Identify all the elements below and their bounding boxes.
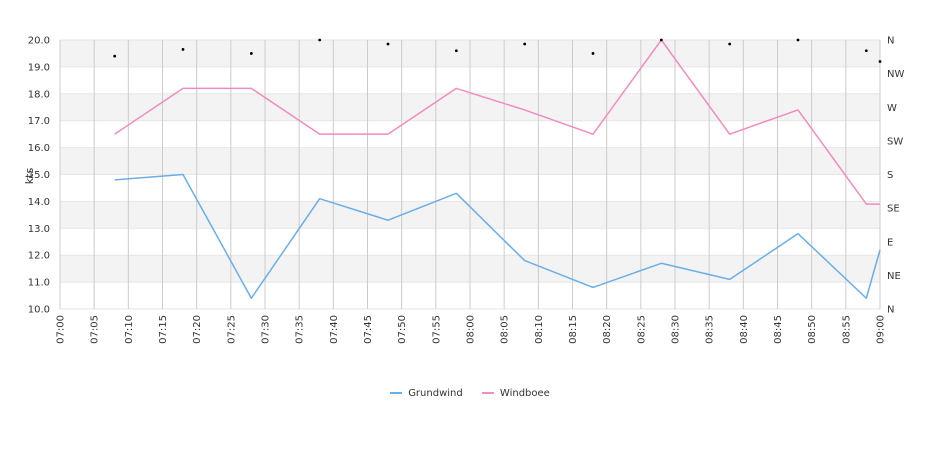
y-tick-label: 15.0: [28, 170, 50, 181]
direction-point: [454, 49, 458, 53]
y2-tick-label: S: [887, 170, 893, 181]
y-tick-label: 11.0: [28, 278, 50, 289]
legend-label-windboee: Windboee: [499, 387, 550, 399]
direction-point: [728, 42, 732, 46]
y2-tick-label: N: [887, 305, 894, 316]
x-tick-label: 07:25: [226, 315, 237, 344]
y-tick-label: 10.0: [28, 305, 50, 316]
direction-point: [523, 42, 527, 46]
x-tick-label: 08:15: [568, 315, 579, 344]
x-tick-label: 08:00: [466, 315, 477, 344]
y2-tick-label: E: [887, 237, 893, 248]
x-tick-label: 08:50: [807, 315, 818, 344]
y2-tick-label: N: [887, 36, 894, 47]
legend-swatch-grundwind: [390, 392, 403, 394]
direction-point: [386, 42, 390, 46]
direction-point: [878, 60, 882, 63]
legend-label-grundwind: Grundwind: [408, 387, 463, 399]
x-tick-label: 07:00: [56, 315, 67, 344]
vertical-gridlines: [59, 40, 881, 309]
y-tick-label: 14.0: [28, 197, 50, 208]
y-tick-label: 16.0: [28, 143, 50, 154]
direction-points: [113, 38, 882, 63]
series-line-windboee[interactable]: [114, 39, 880, 205]
x-axis-ticks: 07:00 07:05 07:10 07:15 07:20 07:25 07:30 07:35…: [56, 315, 887, 344]
y-tick-label: 18.0: [28, 89, 50, 100]
x-tick-label: 08:30: [671, 315, 682, 344]
x-tick-label: 07:55: [431, 315, 442, 344]
direction-point: [591, 52, 595, 55]
y-axis-ticks: 10.0 11.0 12.0 13.0 14.0 15.0 16.0 17.0 18.0 19.0…: [28, 36, 50, 316]
y2-tick-label: NW: [887, 69, 904, 80]
legend-item-windboee[interactable]: Windboee: [481, 387, 550, 399]
x-tick-label: 07:35: [295, 315, 306, 344]
direction-point: [318, 38, 322, 42]
x-tick-label: 08:25: [636, 315, 647, 344]
direction-point: [864, 49, 868, 53]
y2-tick-label: NE: [887, 271, 901, 282]
legend-item-grundwind[interactable]: Grundwind: [390, 388, 463, 399]
y2-tick-label: SW: [887, 136, 903, 147]
x-tick-label: 07:50: [397, 315, 408, 344]
x-tick-label: 09:00: [876, 315, 887, 344]
y-tick-label: 17.0: [28, 116, 50, 127]
series-line-grundwind[interactable]: [114, 173, 881, 299]
x-tick-label: 08:35: [705, 315, 716, 344]
y-tick-label: 12.0: [28, 251, 50, 262]
y-tick-label: 13.0: [28, 224, 50, 235]
x-tick-label: 07:30: [261, 315, 272, 344]
x-tick-label: 07:20: [192, 315, 203, 344]
x-tick-label: 08:10: [534, 315, 545, 344]
direction-point: [796, 38, 800, 42]
x-tick-label: 07:10: [124, 315, 135, 344]
x-tick-label: 07:45: [363, 315, 374, 344]
series-lines: [114, 39, 881, 299]
x-tick-label: 08:45: [773, 315, 784, 344]
x-tick-label: 07:05: [90, 315, 101, 344]
y-axis-label: kts: [23, 168, 36, 185]
x-tick-label: 08:05: [500, 315, 511, 344]
x-tick-label: 08:40: [739, 315, 750, 344]
y2-tick-label: W: [887, 103, 897, 114]
direction-point: [659, 38, 663, 42]
legend-swatch-windboee: [481, 392, 494, 394]
y2-axis-ticks: N NE E SE S SW W NW N: [887, 36, 904, 316]
direction-point: [249, 52, 253, 55]
y-tick-label: 20.0: [28, 36, 50, 47]
y-tick-label: 19.0: [28, 62, 50, 73]
legend: Grundwind Windboee: [0, 386, 940, 399]
y2-tick-label: SE: [887, 204, 900, 215]
x-tick-label: 07:15: [158, 315, 169, 344]
x-tick-label: 08:55: [841, 315, 852, 344]
direction-point: [181, 48, 185, 51]
x-tick-label: 08:20: [602, 315, 613, 344]
direction-point: [113, 54, 117, 58]
x-tick-label: 07:40: [329, 315, 340, 344]
